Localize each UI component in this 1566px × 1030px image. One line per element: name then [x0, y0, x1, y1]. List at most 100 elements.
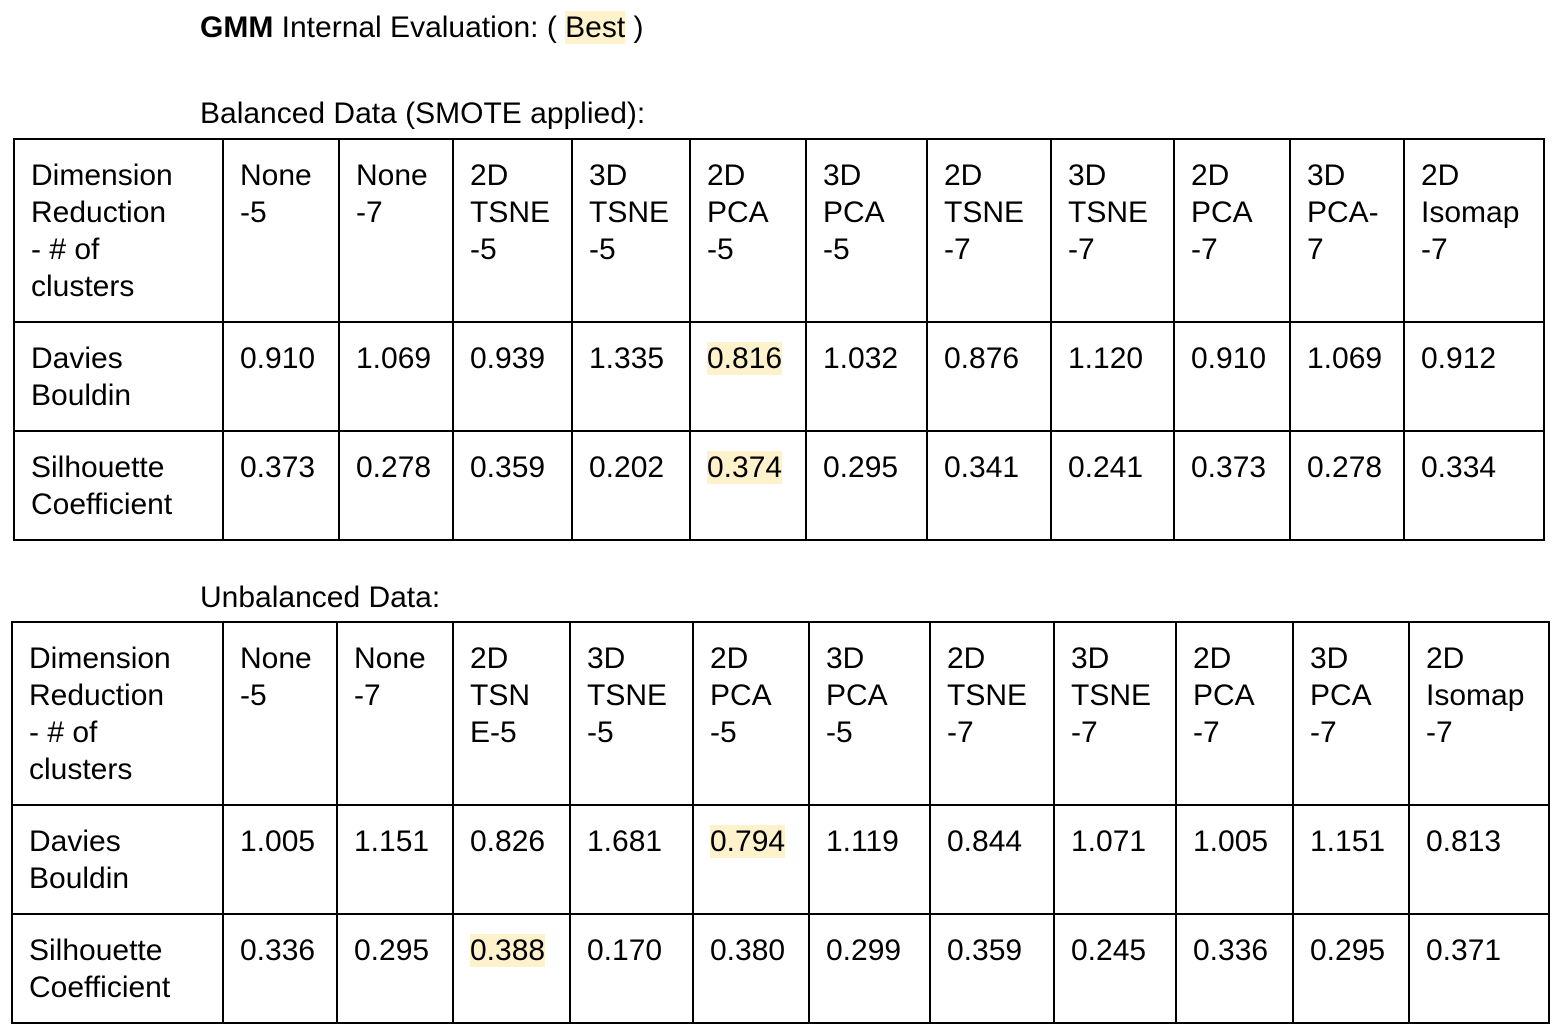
- table-cell: 1.005: [1175, 804, 1294, 915]
- cell-value: 0.371: [1426, 934, 1502, 967]
- cell-value: 1.069: [1307, 342, 1383, 375]
- cell-value: 0.336: [240, 934, 316, 967]
- cell-value: 0.341: [944, 451, 1020, 484]
- table-cell: 0.910: [222, 321, 340, 432]
- page-heading: GMM Internal Evaluation: ( Best ): [200, 8, 644, 48]
- table-cell: 0.170: [569, 913, 694, 1024]
- column-header: 2D TSNE -7: [944, 159, 1025, 266]
- column-header: 3D PCA -7: [1310, 642, 1372, 749]
- cell-value: 0.295: [823, 451, 899, 484]
- cell-value: 0.334: [1421, 451, 1497, 484]
- cell-value: 0.336: [1193, 934, 1269, 967]
- cell-value: 0.359: [470, 451, 546, 484]
- cell-value: 0.939: [470, 342, 546, 375]
- cell-value: 0.278: [356, 451, 432, 484]
- column-header: 2D PCA -7: [1193, 642, 1255, 749]
- cell-value: 1.120: [1068, 342, 1144, 375]
- column-header: None -5: [240, 642, 312, 712]
- table-cell: 1.119: [808, 804, 931, 915]
- row-label: Silhouette Coefficient: [29, 934, 171, 1004]
- column-header: 2D TSN E-5: [470, 642, 530, 749]
- column-header-cell: 2D PCA -7: [1173, 138, 1291, 323]
- cell-value: 0.910: [1191, 342, 1267, 375]
- column-header: 2D PCA -7: [1191, 159, 1253, 266]
- column-header: 2D TSNE -7: [947, 642, 1028, 749]
- table-cell: 1.151: [1292, 804, 1410, 915]
- row-label: Silhouette Coefficient: [31, 451, 173, 521]
- table-cell: 0.334: [1403, 430, 1545, 541]
- cell-value: 1.069: [356, 342, 432, 375]
- table-cell: 1.120: [1050, 321, 1175, 432]
- table-row: Davies Bouldin 0.910 1.069 0.939 1.335 0.816 1…: [13, 321, 1545, 432]
- column-header: 3D PCA -5: [826, 642, 888, 749]
- table-cell: 0.816: [689, 321, 807, 432]
- column-header-cell: 2D Isomap -7: [1408, 621, 1550, 806]
- cell-value: 0.295: [354, 934, 430, 967]
- table-cell: 0.912: [1403, 321, 1545, 432]
- column-header-cell: None -7: [336, 621, 454, 806]
- column-header-cell: 2D PCA -5: [689, 138, 807, 323]
- table-cell: 1.005: [222, 804, 338, 915]
- table-cell: 0.794: [692, 804, 810, 915]
- table-cell: 1.032: [805, 321, 928, 432]
- column-header-cell: 2D PCA -7: [1175, 621, 1294, 806]
- cell-value: 1.119: [826, 825, 899, 858]
- cell-value: 0.373: [1191, 451, 1267, 484]
- best-value: 0.374: [707, 451, 783, 484]
- best-value: 0.388: [470, 934, 546, 967]
- cell-value: 1.151: [354, 825, 430, 858]
- column-header: None -5: [240, 159, 312, 229]
- cell-value: 0.380: [710, 934, 786, 967]
- cell-value: 1.005: [1193, 825, 1269, 858]
- column-header: 2D Isomap -7: [1426, 642, 1525, 749]
- column-header-cell: 3D TSNE -5: [571, 138, 691, 323]
- table-cell: 0.876: [926, 321, 1052, 432]
- cell-value: 0.373: [240, 451, 316, 484]
- table-cell: 0.299: [808, 913, 931, 1024]
- table-cell: 0.380: [692, 913, 810, 1024]
- balanced-section-label: Balanced Data (SMOTE applied):: [200, 97, 646, 130]
- column-header: 3D TSNE -5: [587, 642, 668, 749]
- table-cell: 0.278: [338, 430, 454, 541]
- row-label-cell: Silhouette Coefficient: [13, 430, 224, 541]
- cell-value: 0.170: [587, 934, 663, 967]
- cell-value: 0.295: [1310, 934, 1386, 967]
- table-cell: 0.295: [1292, 913, 1410, 1024]
- table-cell: 0.241: [1050, 430, 1175, 541]
- table-cell: 0.844: [929, 804, 1055, 915]
- cell-value: 1.151: [1310, 825, 1386, 858]
- table-cell: 0.245: [1053, 913, 1177, 1024]
- cell-value: 0.826: [470, 825, 546, 858]
- cell-value: 0.876: [944, 342, 1020, 375]
- table-cell: 0.359: [452, 430, 573, 541]
- header-label-cell: Dimension Reduction - # of clusters: [11, 621, 224, 806]
- table-cell: 0.371: [1408, 913, 1550, 1024]
- table-cell: 1.069: [1289, 321, 1405, 432]
- column-header: 3D TSNE -5: [589, 159, 670, 266]
- column-header-cell: 2D TSNE -7: [926, 138, 1052, 323]
- heading-method: GMM: [200, 11, 274, 44]
- column-header: 3D TSNE -7: [1071, 642, 1152, 749]
- table-cell: 0.295: [805, 430, 928, 541]
- cell-value: 0.278: [1307, 451, 1383, 484]
- unbalanced-results-table: Dimension Reduction - # of clusters None …: [11, 621, 1550, 1024]
- table-header-row: Dimension Reduction - # of clusters None …: [13, 138, 1545, 323]
- table-cell: 1.071: [1053, 804, 1177, 915]
- table-row: Davies Bouldin 1.005 1.151 0.826 1.681 0.794 1…: [11, 804, 1550, 915]
- best-value: 0.794: [710, 825, 786, 858]
- table-row: Silhouette Coefficient 0.336 0.295 0.388 0.1…: [11, 913, 1550, 1024]
- table-cell: 0.939: [452, 321, 573, 432]
- cell-value: 1.681: [587, 825, 663, 858]
- cell-value: 1.032: [823, 342, 899, 375]
- column-header-cell: None -7: [338, 138, 454, 323]
- column-header-cell: 3D PCA -5: [805, 138, 928, 323]
- column-header-cell: 3D PCA -5: [808, 621, 931, 806]
- table-cell: 1.335: [571, 321, 691, 432]
- table-cell: 0.278: [1289, 430, 1405, 541]
- row-label: Davies Bouldin: [29, 825, 130, 895]
- cell-value: 0.245: [1071, 934, 1147, 967]
- heading-text-end: ): [625, 11, 644, 44]
- table-cell: 1.069: [338, 321, 454, 432]
- column-header-cell: 3D PCA -7: [1292, 621, 1410, 806]
- row-label-cell: Silhouette Coefficient: [11, 913, 224, 1024]
